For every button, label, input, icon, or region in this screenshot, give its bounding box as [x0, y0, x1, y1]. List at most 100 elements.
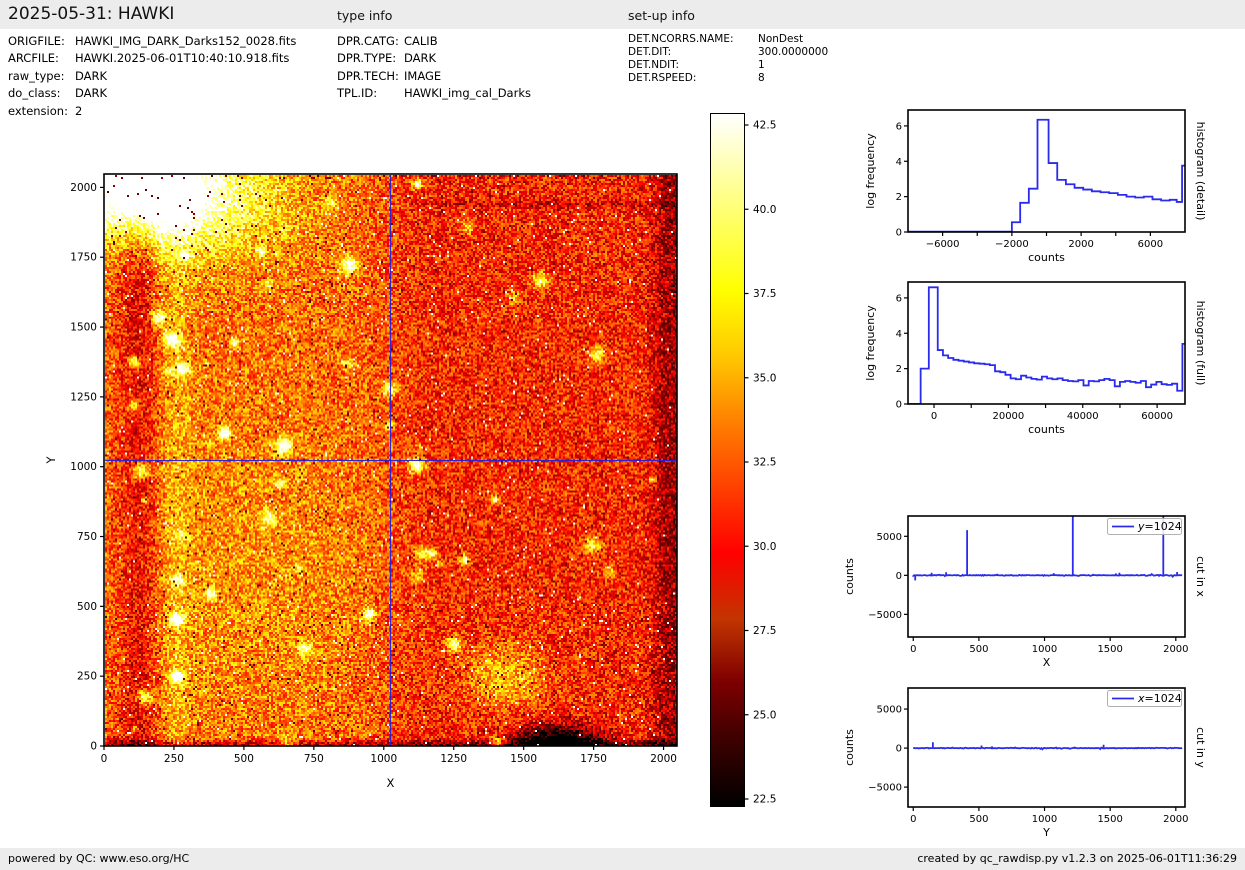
y-tick-label: 0 — [896, 400, 902, 411]
x-tick-label: −6000 — [926, 239, 960, 250]
cut_x-axes-box — [907, 515, 1186, 638]
y-tick-label: 1000 — [70, 461, 97, 473]
x-tick-label: 0 — [101, 753, 108, 765]
cut_x-xlabel: X — [1043, 656, 1051, 669]
y-tick-label: −5000 — [868, 783, 902, 794]
info-label: DET.DIT: — [628, 46, 672, 58]
x-tick-label: 750 — [304, 753, 324, 765]
info-label: DPR.TECH: — [337, 68, 399, 83]
info-value: 8 — [758, 72, 765, 84]
info-value: HAWKI.2025-06-01T10:40:10.918.fits — [75, 51, 290, 66]
colorbar-tick-label: 30.0 — [753, 541, 776, 553]
info-value: 300.0000000 — [758, 46, 829, 58]
cut_y-legend-label: x=1024 — [1137, 692, 1182, 705]
x-tick-label: 60000 — [1141, 411, 1173, 422]
y-tick-label: 6 — [896, 293, 902, 304]
x-tick-label: 250 — [164, 753, 184, 765]
info-label: DPR.CATG: — [337, 34, 399, 48]
hist_detail-series — [908, 118, 1185, 232]
image-xlabel: X — [387, 776, 395, 790]
crosshair-horizontal-line — [105, 460, 677, 461]
hist_detail-ylabel: log frequency — [864, 133, 877, 209]
info-value: DARK — [404, 51, 437, 66]
x-tick-label: 2000 — [1163, 644, 1188, 655]
info-value: HAWKI_img_cal_Darks — [404, 86, 531, 101]
page-title: 2025-05-31: HAWKI — [8, 4, 175, 24]
y-tick-label: 4 — [896, 157, 902, 168]
x-tick-label: 0 — [910, 644, 916, 655]
info-label: ARCFILE: — [8, 51, 59, 66]
info-label: DET.RSPEED: — [628, 72, 697, 84]
section-heading-setup-info: set-up info — [628, 8, 695, 23]
info-label: do_class: — [8, 86, 61, 101]
y-tick-label: 250 — [77, 671, 97, 683]
y-tick-label: 4 — [896, 329, 902, 340]
info-value: IMAGE — [404, 68, 442, 83]
cut_x-series — [912, 516, 1183, 581]
cut_y-ylabel: counts — [843, 729, 856, 766]
setup-info-list: DET.NCORRS.NAME: NonDest DET.DIT: 300.00000… — [628, 33, 828, 85]
info-value: CALIB — [404, 34, 438, 48]
info-value: DARK — [75, 68, 108, 83]
y-tick-label: 2 — [896, 364, 902, 375]
colorbar-gradient — [710, 113, 745, 807]
cut_x-legend-box — [1107, 518, 1182, 535]
info-row: extension: 2 — [8, 103, 296, 120]
info-value: 2 — [75, 103, 83, 118]
x-tick-label: 0 — [931, 411, 937, 422]
info-label: DET.NCORRS.NAME: — [628, 33, 734, 45]
info-row: DET.DIT: 300.0000000 — [628, 46, 828, 59]
cut_y-legend-box — [1107, 690, 1182, 707]
hist_full-ylabel: log frequency — [864, 305, 877, 381]
info-value: DARK — [75, 86, 108, 101]
info-label: extension: — [8, 103, 68, 118]
x-tick-label: 6000 — [1138, 239, 1163, 250]
x-tick-label: 1500 — [510, 753, 537, 765]
cut_y-xlabel: Y — [1042, 826, 1050, 839]
cut_y-series — [912, 742, 1183, 751]
x-tick-label: 500 — [234, 753, 254, 765]
x-tick-label: 2000 — [650, 753, 677, 765]
x-tick-label: 2000 — [1163, 814, 1188, 825]
x-tick-label: 1000 — [1032, 644, 1057, 655]
info-value: HAWKI_IMG_DARK_Darks152_0028.fits — [75, 34, 297, 48]
cut_y-right-label: cut in y — [1194, 727, 1207, 768]
x-tick-label: 1000 — [1032, 814, 1057, 825]
info-row: TPL.ID: HAWKI_img_cal_Darks — [337, 85, 531, 102]
image-ylabel: Y — [44, 456, 58, 465]
cut_y-axes-box — [907, 687, 1186, 808]
y-tick-label: 0 — [90, 741, 97, 753]
x-tick-label: 2000 — [1068, 239, 1093, 250]
hist_full-axes-box — [907, 281, 1186, 405]
cut_x-ylabel: counts — [843, 558, 856, 595]
info-row: DET.NDIT: 1 — [628, 59, 828, 72]
y-tick-label: 2000 — [70, 182, 97, 194]
colorbar-tick-label: 27.5 — [753, 625, 776, 637]
info-row: DPR.TYPE: DARK — [337, 50, 531, 67]
hist_detail-right-label: histogram (detail) — [1194, 122, 1207, 221]
info-row: DPR.CATG: CALIB — [337, 33, 531, 50]
hist_full-right-label: histogram (full) — [1194, 301, 1207, 386]
info-value: NonDest — [758, 33, 804, 45]
x-tick-label: −2000 — [995, 239, 1029, 250]
colorbar-tick-label: 32.5 — [753, 457, 776, 469]
info-row: DET.NCORRS.NAME: NonDest — [628, 33, 828, 46]
y-tick-label: 0 — [896, 228, 902, 239]
y-tick-label: 1500 — [70, 322, 97, 334]
footer-band — [0, 848, 1245, 870]
cut_x-legend-label: y=1024 — [1137, 520, 1182, 533]
y-tick-label: 2 — [896, 192, 902, 203]
info-row: do_class: DARK — [8, 85, 296, 102]
colorbar-tick-label: 40.0 — [753, 204, 776, 216]
y-tick-label: 0 — [896, 744, 902, 755]
hist_full-series — [908, 286, 1185, 404]
info-row: DET.RSPEED: 8 — [628, 72, 828, 85]
y-tick-label: 5000 — [877, 532, 902, 543]
x-tick-label: 500 — [969, 644, 988, 655]
info-label: raw_type: — [8, 68, 65, 83]
x-tick-label: 1500 — [1097, 644, 1122, 655]
x-tick-label: 500 — [969, 814, 988, 825]
info-row: raw_type: DARK — [8, 68, 296, 85]
x-tick-label: 20000 — [992, 411, 1024, 422]
y-tick-label: 750 — [77, 531, 97, 543]
